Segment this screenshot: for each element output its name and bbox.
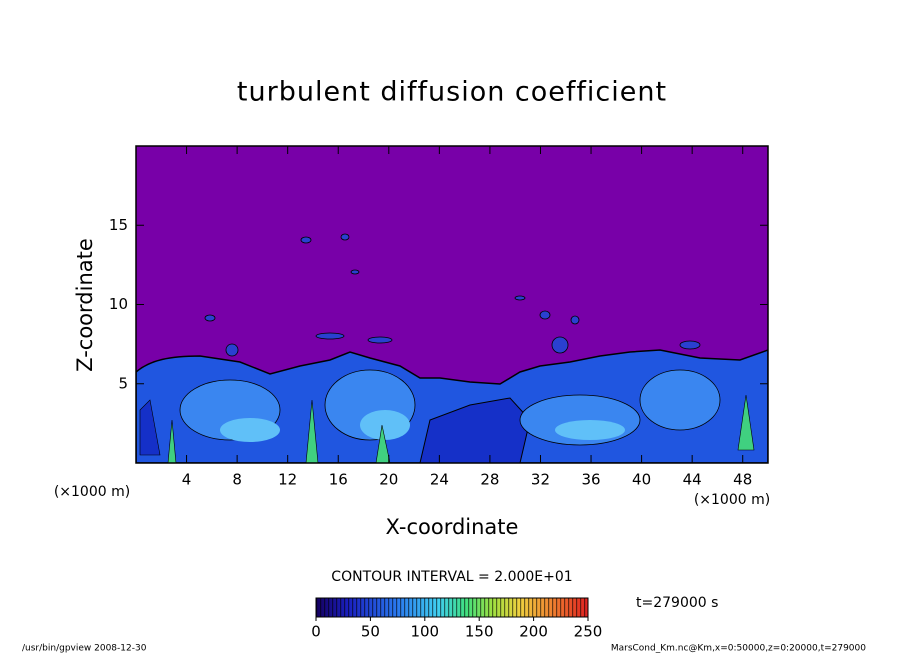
y-axis-title: Z-coordinate xyxy=(73,238,97,372)
x-tick-label: 16 xyxy=(329,471,348,489)
colorbar-tick-label: 50 xyxy=(361,623,380,641)
x-tick-label: 20 xyxy=(379,471,398,489)
contour-field xyxy=(136,146,768,463)
x-tick-label: 40 xyxy=(632,471,651,489)
y-tick-label: 10 xyxy=(109,295,128,313)
colorbar-tick-label: 250 xyxy=(574,623,603,641)
x-unit: (×1000 m) xyxy=(694,492,770,508)
x-tick-label: 12 xyxy=(278,471,297,489)
y-tick-label: 5 xyxy=(118,374,128,392)
footer-right: MarsCond_Km.nc@Km,x=0:50000,z=0:20000,t=… xyxy=(611,644,866,654)
x-tick-label: 36 xyxy=(581,471,600,489)
x-tick-label: 44 xyxy=(683,471,702,489)
x-tick-label: 32 xyxy=(531,471,550,489)
y-unit: (×1000 m) xyxy=(54,484,130,500)
colorbar-tick-label: 200 xyxy=(519,623,548,641)
x-axis-title: X-coordinate xyxy=(386,515,519,539)
time-label: t=279000 s xyxy=(636,595,718,611)
contour-interval: CONTOUR INTERVAL = 2.000E+01 xyxy=(331,569,572,585)
x-tick-label: 48 xyxy=(733,471,752,489)
colorbar-lines xyxy=(315,597,589,618)
colorbar-tick-label: 0 xyxy=(311,623,321,641)
chart-title: turbulent diffusion coefficient xyxy=(237,77,667,108)
x-tick-label: 24 xyxy=(430,471,449,489)
x-tick-label: 8 xyxy=(232,471,242,489)
colorbar-tick-label: 100 xyxy=(410,623,439,641)
y-tick-label: 15 xyxy=(109,216,128,234)
x-tick-label: 28 xyxy=(480,471,499,489)
x-tick-label: 4 xyxy=(182,471,192,489)
colorbar-tick-label: 150 xyxy=(465,623,494,641)
footer-left: /usr/bin/gpview 2008-12-30 xyxy=(22,644,147,654)
